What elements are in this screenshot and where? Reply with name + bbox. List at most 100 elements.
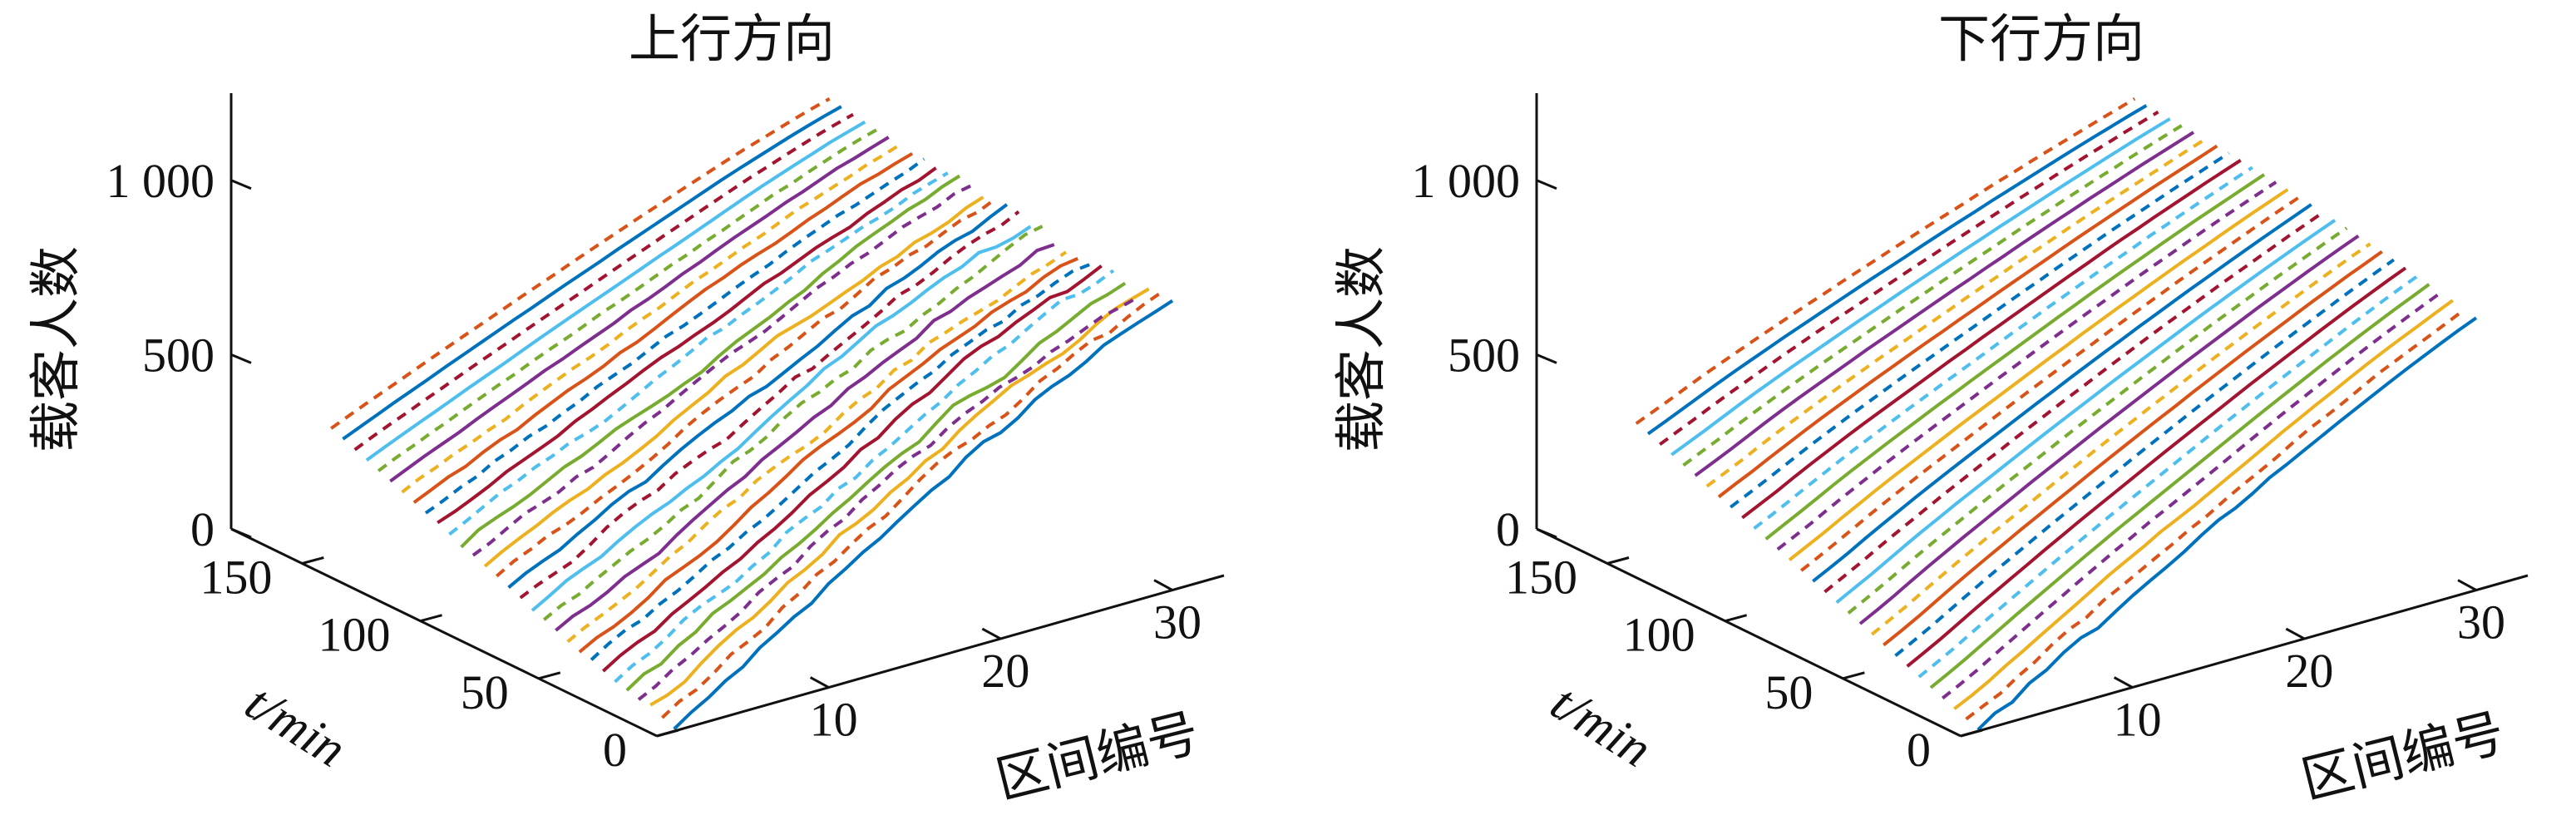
- series-line: [519, 210, 1020, 600]
- z-tick-label: 0: [190, 502, 215, 556]
- series-line: [1835, 219, 2337, 605]
- series-line: [377, 128, 878, 472]
- series-line: [1729, 151, 2230, 509]
- series-line: [1847, 226, 2348, 615]
- t-tick-label: 100: [1623, 608, 1695, 662]
- series-line: [673, 299, 1174, 731]
- series-line: [1753, 166, 2253, 530]
- x-tick-label: 30: [2457, 595, 2505, 650]
- series-line: [437, 166, 937, 525]
- series-line: [578, 257, 1078, 654]
- series-line: [1776, 180, 2277, 551]
- series-line: [1635, 96, 2136, 425]
- series-line: [1965, 308, 2466, 721]
- t-tick-mark: [1606, 556, 1630, 565]
- series-line: [1741, 159, 2242, 520]
- x-tick-mark: [981, 627, 1002, 640]
- x-axis-line: [656, 574, 1225, 738]
- x-axis-line: [1960, 574, 2529, 738]
- series-line: [424, 157, 925, 515]
- series-line: [471, 184, 973, 557]
- z-tick-mark: [1536, 179, 1557, 190]
- series-line: [401, 142, 901, 494]
- series-line: [1659, 110, 2159, 447]
- series-line: [1823, 210, 2324, 594]
- series-line: [590, 263, 1091, 661]
- series-line: [448, 171, 949, 536]
- z-tick-mark: [1536, 353, 1557, 364]
- series-line: [1788, 188, 2289, 561]
- x-tick-mark: [2457, 579, 2477, 591]
- x-tick-label: 20: [2285, 644, 2333, 698]
- z-tick-mark: [230, 527, 252, 539]
- x-tick-label: 20: [981, 644, 1029, 698]
- x-tick-mark: [2113, 676, 2134, 689]
- x-axis-label: 区间编号: [991, 705, 1205, 810]
- t-tick-label: 0: [1907, 723, 1931, 777]
- tick-group: 0 500 1 000 0 50 100 150 10 20 30: [1412, 154, 2506, 777]
- series-line: [1694, 131, 2195, 477]
- series-line: [389, 136, 890, 483]
- series-line: [1717, 144, 2218, 499]
- tick-group: 0 500 1 000 0 50 100 150 10 20 30: [106, 154, 1202, 777]
- series-line: [1858, 234, 2360, 625]
- series-line: [412, 151, 914, 504]
- series-line: [330, 96, 831, 430]
- series-line: [566, 250, 1068, 644]
- t-tick-label: 0: [603, 723, 627, 777]
- panel-upward: 上行方向 0 500 1 000 0 50 100 150 10 20 30 载客人数 t/min…: [28, 12, 1225, 810]
- series-line: [1894, 258, 2395, 657]
- x-tick-label: 30: [1153, 595, 1202, 650]
- series-line: [637, 296, 1138, 701]
- series-line: [1953, 299, 2454, 710]
- series-line: [625, 281, 1127, 692]
- z-tick-label: 1 000: [106, 154, 215, 208]
- series-line: [1941, 291, 2442, 700]
- t-axis-label: t/min: [1542, 674, 1661, 778]
- t-tick-mark: [1842, 671, 1865, 680]
- x-tick-label: 10: [810, 693, 858, 747]
- series-line: [1917, 274, 2419, 679]
- series-line: [460, 174, 961, 549]
- z-tick-label: 500: [1448, 328, 1520, 382]
- series-line: [1883, 249, 2383, 647]
- z-axis-label: 载客人数: [1334, 246, 1390, 452]
- series-lines: [1635, 96, 2478, 731]
- series-line: [530, 225, 1032, 612]
- x-tick-mark: [2285, 627, 2306, 640]
- panel-title: 下行方向: [1938, 12, 2144, 68]
- z-tick-label: 1 000: [1412, 154, 1521, 208]
- series-line: [1812, 203, 2312, 583]
- series-line: [1976, 316, 2478, 731]
- x-tick-mark: [1153, 579, 1173, 591]
- panel-downward: 下行方向 0 500 1 000 0 50 100 150 10 20 30 载客人数 t/min…: [1334, 12, 2529, 810]
- series-line: [1799, 195, 2301, 572]
- t-tick-mark: [1960, 729, 1983, 738]
- series-line: [507, 203, 1009, 589]
- series-line: [495, 197, 996, 578]
- series-line: [483, 195, 985, 568]
- t-tick-label: 100: [318, 608, 391, 662]
- series-line: [542, 225, 1044, 621]
- series-line: [1929, 283, 2430, 689]
- x-tick-label: 10: [2114, 693, 2162, 747]
- series-line: [365, 120, 866, 462]
- series-line: [1670, 117, 2171, 457]
- series-line: [614, 269, 1115, 684]
- x-axis-label: 区间编号: [2297, 705, 2510, 810]
- series-line: [1870, 242, 2371, 636]
- t-tick-label: 150: [200, 551, 272, 605]
- series-lines: [330, 96, 1174, 731]
- series-line: [342, 105, 842, 441]
- z-tick-label: 500: [142, 328, 215, 382]
- series-line: [555, 243, 1055, 632]
- series-line: [601, 264, 1103, 673]
- z-tick-mark: [230, 179, 252, 190]
- series-line: [1906, 266, 2407, 668]
- series-line: [649, 287, 1150, 707]
- panel-title: 上行方向: [629, 12, 835, 68]
- t-tick-label: 50: [461, 665, 509, 719]
- t-tick-label: 50: [1764, 665, 1813, 719]
- z-axis-label: 载客人数: [28, 246, 85, 452]
